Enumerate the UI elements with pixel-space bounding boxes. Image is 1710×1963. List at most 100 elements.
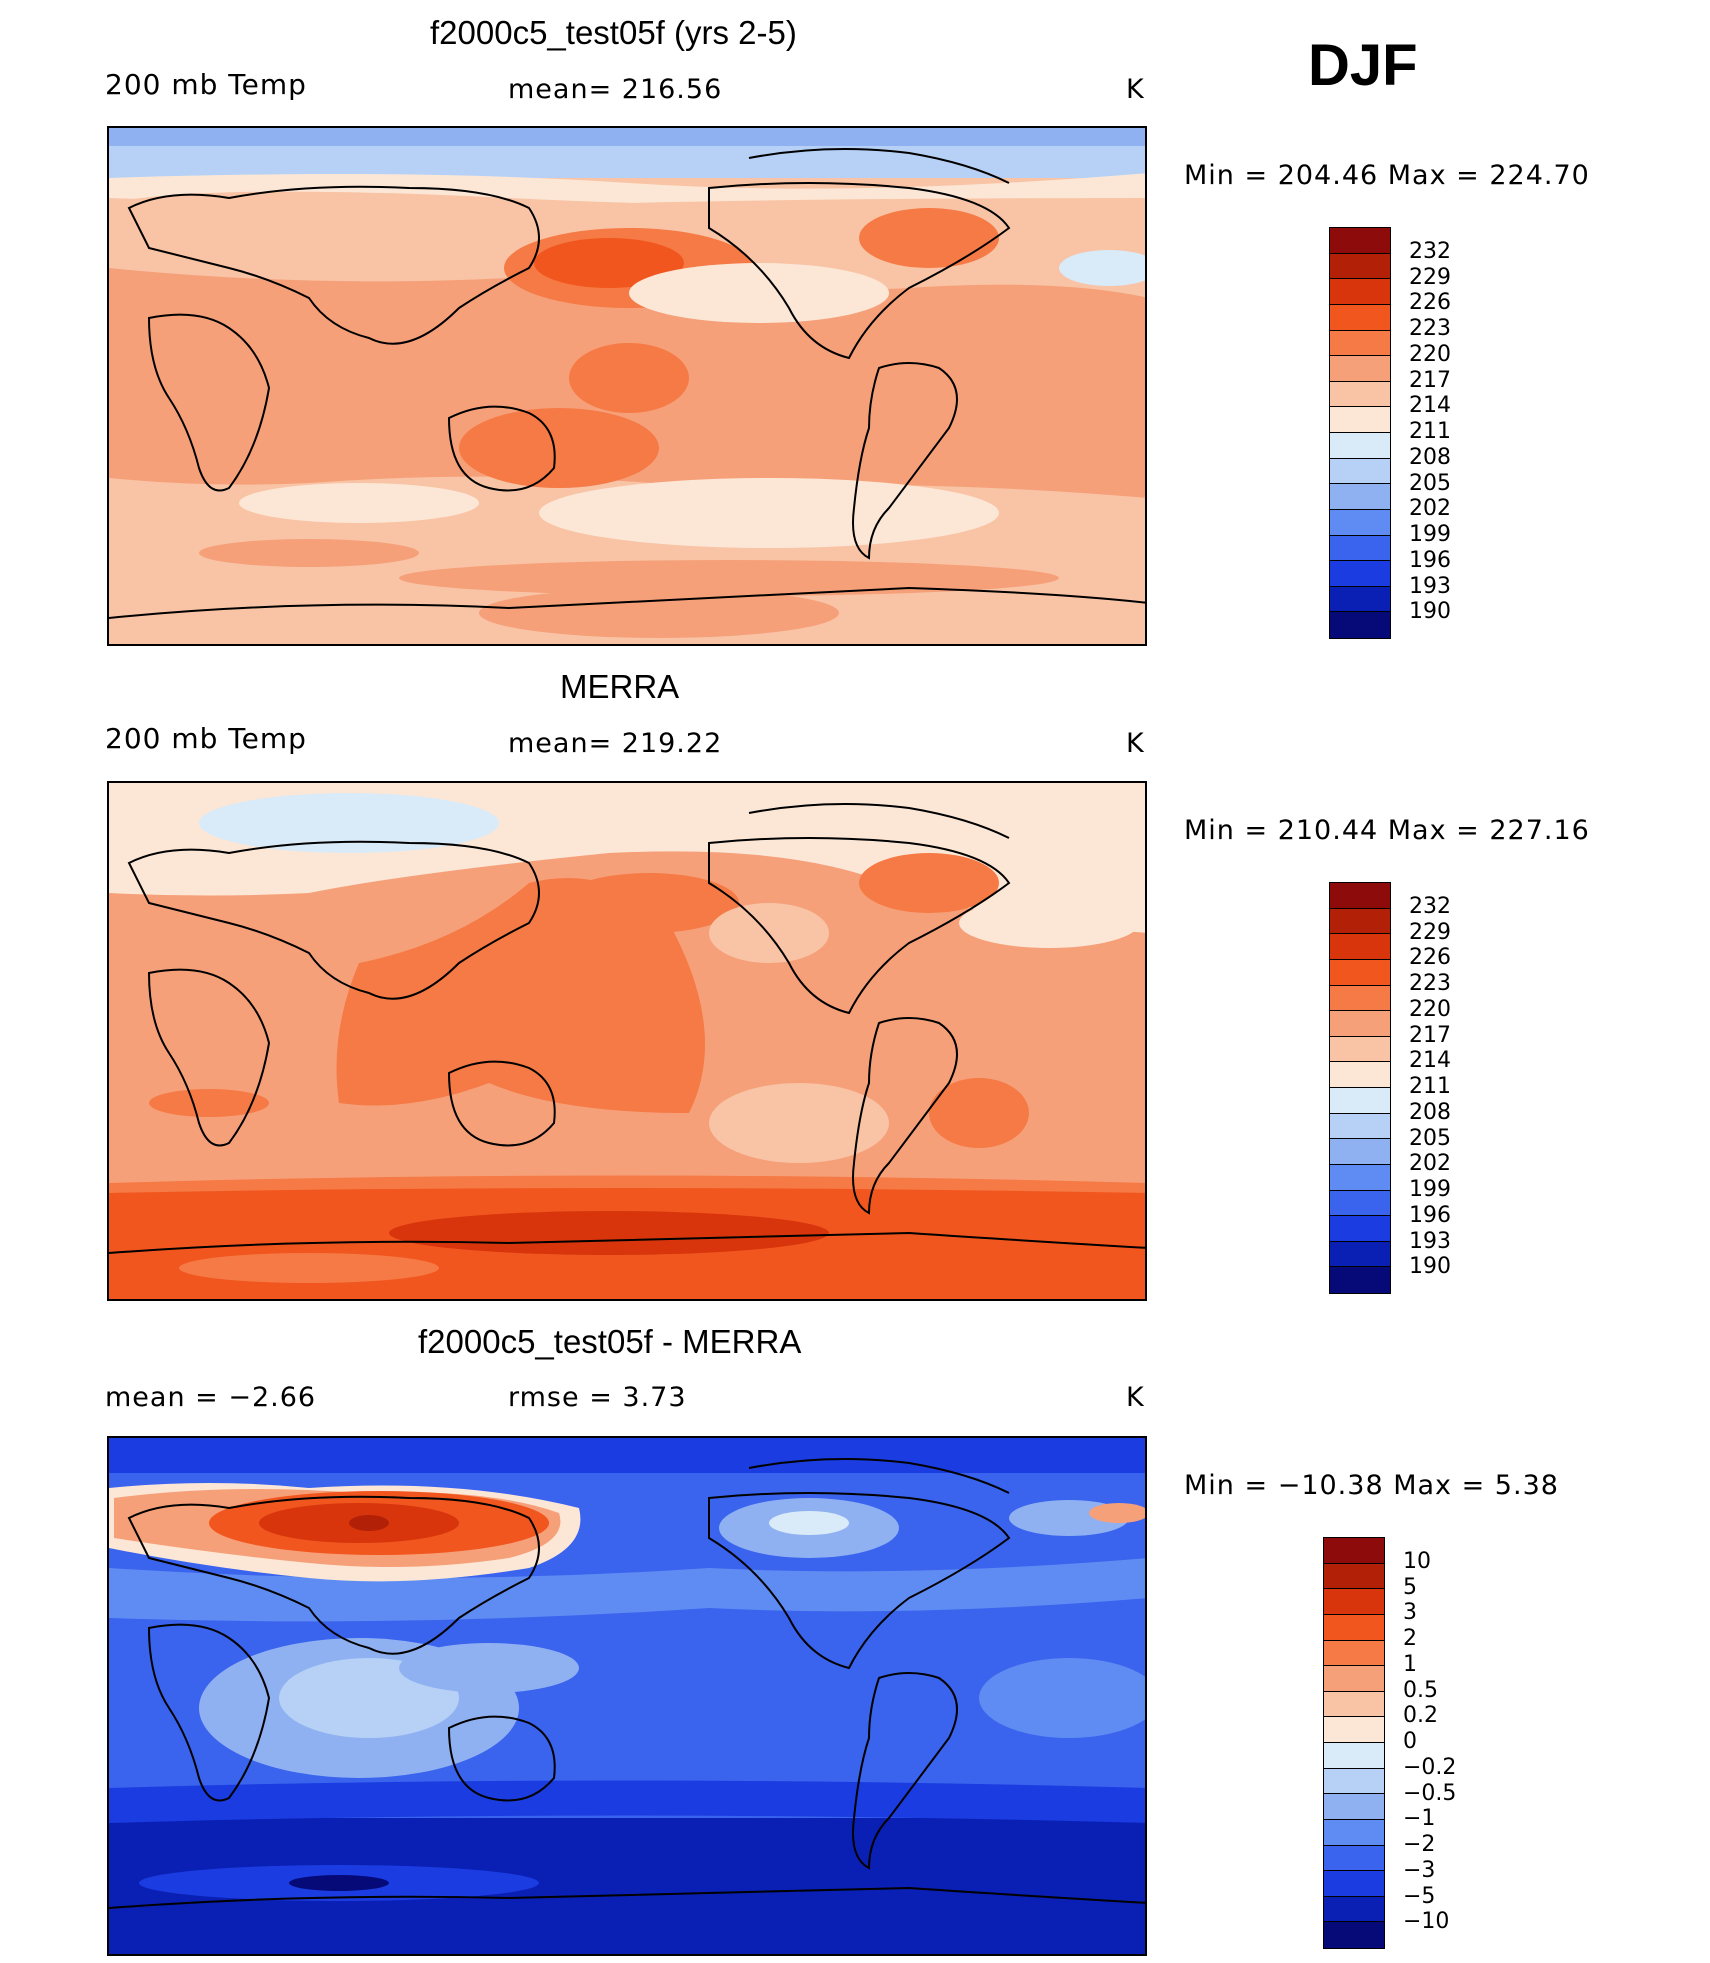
colorbar-swatch bbox=[1330, 1113, 1390, 1140]
colorbar-swatch bbox=[1324, 1794, 1384, 1820]
colorbar-difference bbox=[1323, 1537, 1385, 1949]
panel-title: f2000c5_test05f (yrs 2-5) bbox=[430, 14, 797, 51]
colorbar-tick-label: 199 bbox=[1409, 1177, 1451, 1202]
colorbar-swatch bbox=[1330, 1267, 1390, 1293]
colorbar-swatch bbox=[1330, 1139, 1390, 1165]
colorbar-swatch bbox=[1324, 1640, 1384, 1667]
variable-label: 200 mb Temp bbox=[105, 68, 307, 101]
colorbar-tick-label: 190 bbox=[1409, 1254, 1451, 1280]
colorbar-tick-label: 193 bbox=[1409, 573, 1451, 599]
contour-field bbox=[109, 783, 1145, 1299]
colorbar-swatch bbox=[1324, 1691, 1384, 1718]
colorbar-swatch bbox=[1330, 484, 1390, 510]
colorbar-swatch bbox=[1324, 1871, 1384, 1897]
colorbar-tick-label: 202 bbox=[1409, 496, 1451, 522]
colorbar-tick-label: 220 bbox=[1409, 341, 1451, 367]
colorbar-swatch bbox=[1330, 356, 1390, 382]
colorbar-swatch bbox=[1330, 1088, 1390, 1114]
colorbar-tick-label: 190 bbox=[1409, 599, 1451, 625]
colorbar-tick-label: 217 bbox=[1409, 1022, 1451, 1048]
colorbar-tick-label: 196 bbox=[1409, 547, 1451, 573]
colorbar-swatch bbox=[1330, 1241, 1390, 1268]
colorbar-swatch bbox=[1324, 1563, 1384, 1590]
colorbar-swatch bbox=[1330, 1216, 1390, 1242]
colorbar-swatch bbox=[1330, 1190, 1390, 1217]
colorbar-model bbox=[1329, 227, 1391, 639]
range-label: Min = 204.46 Max = 224.70 bbox=[1184, 160, 1590, 191]
colorbar-tick-label: 1 bbox=[1403, 1651, 1417, 1677]
units-label: K bbox=[1126, 728, 1145, 759]
colorbar-swatch bbox=[1324, 1614, 1384, 1641]
colorbar-tick-label: −2 bbox=[1403, 1832, 1436, 1857]
colorbar-swatch bbox=[1330, 1164, 1390, 1191]
colorbar-tick-label: 10 bbox=[1403, 1548, 1431, 1574]
colorbar-tick-label: 232 bbox=[1409, 893, 1451, 919]
colorbar-swatch bbox=[1324, 1922, 1384, 1948]
map-merra-temp bbox=[107, 781, 1147, 1301]
colorbar-tick-label: 208 bbox=[1409, 444, 1451, 470]
colorbar-tick-label: 3 bbox=[1403, 1600, 1417, 1626]
range-label: Min = −10.38 Max = 5.38 bbox=[1184, 1470, 1559, 1501]
contour-field bbox=[109, 1438, 1145, 1954]
colorbar-swatch bbox=[1330, 934, 1390, 960]
range-label: Min = 210.44 Max = 227.16 bbox=[1184, 815, 1590, 846]
colorbar-tick-label: 229 bbox=[1409, 919, 1451, 945]
mean-label: mean= 216.56 bbox=[508, 74, 723, 105]
colorbar-tick-label: 196 bbox=[1409, 1202, 1451, 1228]
colorbar-swatch bbox=[1330, 330, 1390, 357]
colorbar-swatch bbox=[1330, 407, 1390, 433]
units-label: K bbox=[1126, 74, 1145, 105]
colorbar-swatch bbox=[1330, 586, 1390, 613]
colorbar-tick-label: 217 bbox=[1409, 367, 1451, 393]
colorbar-swatch bbox=[1330, 279, 1390, 305]
contour-field bbox=[109, 128, 1145, 644]
colorbar-swatch bbox=[1324, 1666, 1384, 1692]
colorbar-swatch bbox=[1330, 535, 1390, 562]
colorbar-swatch bbox=[1330, 908, 1390, 935]
colorbar-merra bbox=[1329, 882, 1391, 1294]
colorbar-tick-label: 0 bbox=[1403, 1729, 1417, 1754]
mean-label: mean= 219.22 bbox=[508, 728, 723, 759]
colorbar-tick-label: 211 bbox=[1409, 419, 1451, 444]
colorbar-swatch bbox=[1330, 304, 1390, 331]
colorbar-tick-label: −0.2 bbox=[1403, 1754, 1457, 1780]
units-label: K bbox=[1126, 1382, 1145, 1413]
colorbar-tick-label: 205 bbox=[1409, 470, 1451, 496]
colorbar-swatch bbox=[1330, 509, 1390, 536]
colorbar-swatch bbox=[1330, 959, 1390, 986]
colorbar-tick-label: 229 bbox=[1409, 264, 1451, 290]
colorbar-swatch bbox=[1330, 458, 1390, 485]
colorbar-tick-label: 232 bbox=[1409, 238, 1451, 264]
colorbar-swatch bbox=[1330, 228, 1390, 254]
colorbar-tick-label: −0.5 bbox=[1403, 1780, 1457, 1806]
colorbar-tick-label: 211 bbox=[1409, 1074, 1451, 1099]
rmse-label: rmse = 3.73 bbox=[508, 1382, 687, 1413]
colorbar-swatch bbox=[1330, 985, 1390, 1012]
colorbar-tick-label: 214 bbox=[1409, 1048, 1451, 1074]
colorbar-tick-label: 205 bbox=[1409, 1125, 1451, 1151]
panel-title: MERRA bbox=[560, 668, 680, 705]
colorbar-swatch bbox=[1330, 883, 1390, 909]
mean-label: mean = −2.66 bbox=[105, 1382, 317, 1413]
colorbar-swatch bbox=[1324, 1743, 1384, 1769]
variable-label: 200 mb Temp bbox=[105, 722, 307, 755]
colorbar-tick-label: 2 bbox=[1403, 1626, 1417, 1651]
map-difference bbox=[107, 1436, 1147, 1956]
colorbar-swatch bbox=[1330, 253, 1390, 280]
colorbar-swatch bbox=[1324, 1538, 1384, 1564]
colorbar-swatch bbox=[1324, 1717, 1384, 1743]
colorbar-tick-label: 226 bbox=[1409, 290, 1451, 316]
colorbar-tick-label: 226 bbox=[1409, 945, 1451, 971]
colorbar-tick-label: 202 bbox=[1409, 1151, 1451, 1177]
colorbar-tick-label: 208 bbox=[1409, 1099, 1451, 1125]
colorbar-tick-label: −3 bbox=[1403, 1857, 1436, 1883]
colorbar-swatch bbox=[1330, 561, 1390, 587]
colorbar-tick-label: −10 bbox=[1403, 1909, 1450, 1935]
colorbar-tick-label: 223 bbox=[1409, 316, 1451, 341]
colorbar-tick-label: 199 bbox=[1409, 522, 1451, 547]
colorbar-swatch bbox=[1330, 612, 1390, 638]
colorbar-tick-label: 5 bbox=[1403, 1574, 1417, 1600]
colorbar-tick-label: −5 bbox=[1403, 1883, 1436, 1909]
colorbar-swatch bbox=[1324, 1845, 1384, 1872]
colorbar-swatch bbox=[1324, 1768, 1384, 1795]
